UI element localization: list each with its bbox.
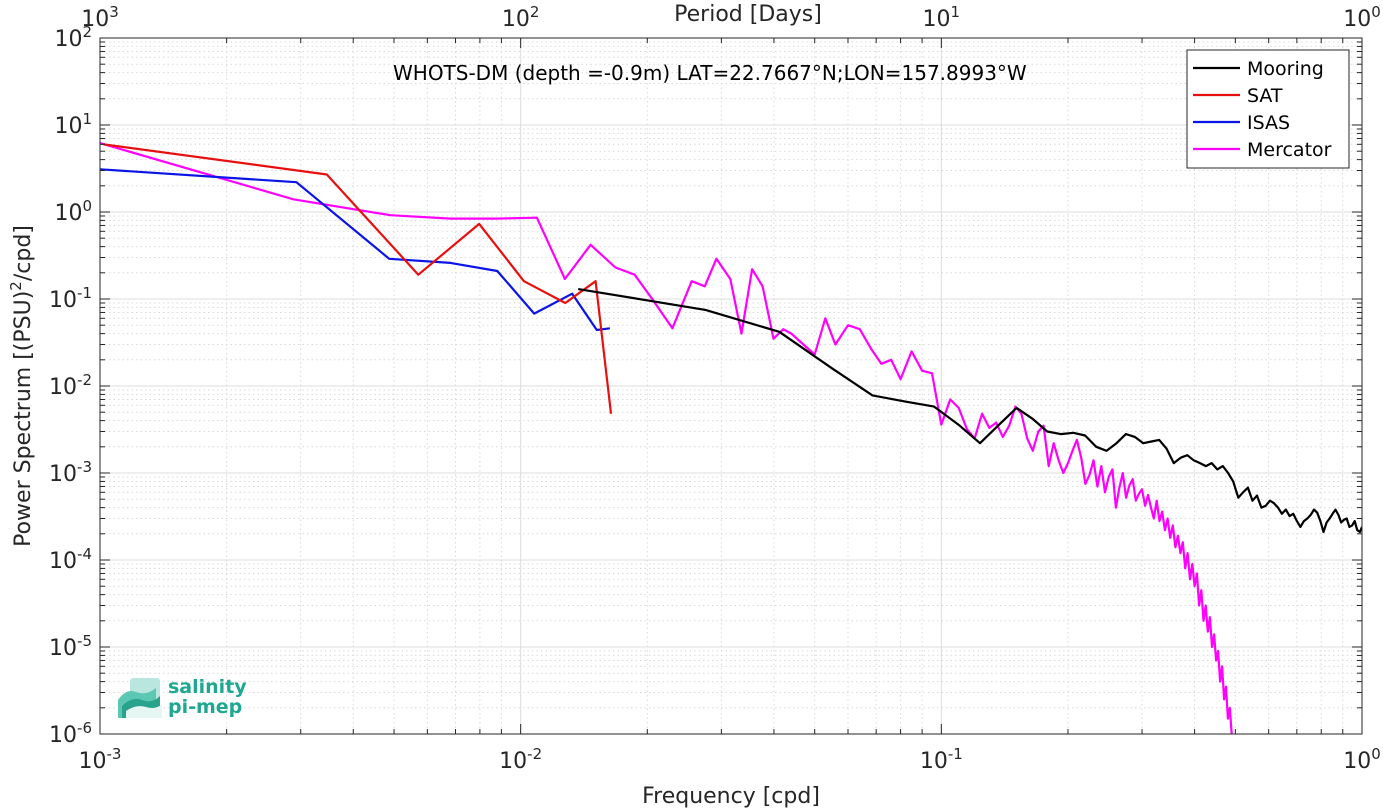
y-tick-label: 10-6 [49,719,92,748]
legend: Mooring SAT ISAS Mercator [1186,49,1350,169]
y-tick-label: 10-1 [49,284,92,313]
series-layer [100,142,1362,734]
y-tick-label: 10-3 [49,458,92,487]
legend-label-isas: ISAS [1247,112,1290,134]
top-axis-label: Period [Days] [674,2,822,27]
axis-ticks [99,37,1363,735]
top-tick-label: 100 [1343,3,1381,32]
legend-label-mercator: Mercator [1247,139,1332,161]
top-tick-label: 102 [502,3,540,32]
x-axis-label: Frequency [cpd] [642,784,820,809]
legend-label-mooring: Mooring [1247,58,1324,80]
y-tick-label: 10-5 [49,632,92,661]
series-line-mooring [578,288,1362,534]
series-line-sat [103,143,613,414]
y-tick-label: 10-4 [49,545,92,574]
y-tick-label: 10-2 [49,371,92,400]
x-tick-label: 10-1 [920,745,963,774]
salinity-waves-icon [118,678,162,718]
x-tick-label: 10-3 [79,745,122,774]
logo-line2: pi-mep [168,696,242,718]
y-axis-label: Power Spectrum [(PSU)2/cpd] [7,225,36,547]
logo-line1: salinity [168,676,247,698]
legend-label-sat: SAT [1247,85,1283,107]
y-tick-label: 102 [54,23,92,52]
series-line-isas [100,168,611,332]
top-tick-label: 103 [81,3,119,32]
salinity-pi-mep-logo: salinity pi-mep [118,676,247,718]
y-tick-label: 100 [54,197,92,226]
top-tick-label: 101 [923,3,961,32]
x-tick-label: 10-2 [499,745,542,774]
chart-title: WHOTS-DM (depth =-0.9m) LAT=22.7667°N;LO… [393,61,1027,85]
x-tick-label: 100 [1343,745,1381,774]
y-tick-label: 101 [54,110,92,139]
